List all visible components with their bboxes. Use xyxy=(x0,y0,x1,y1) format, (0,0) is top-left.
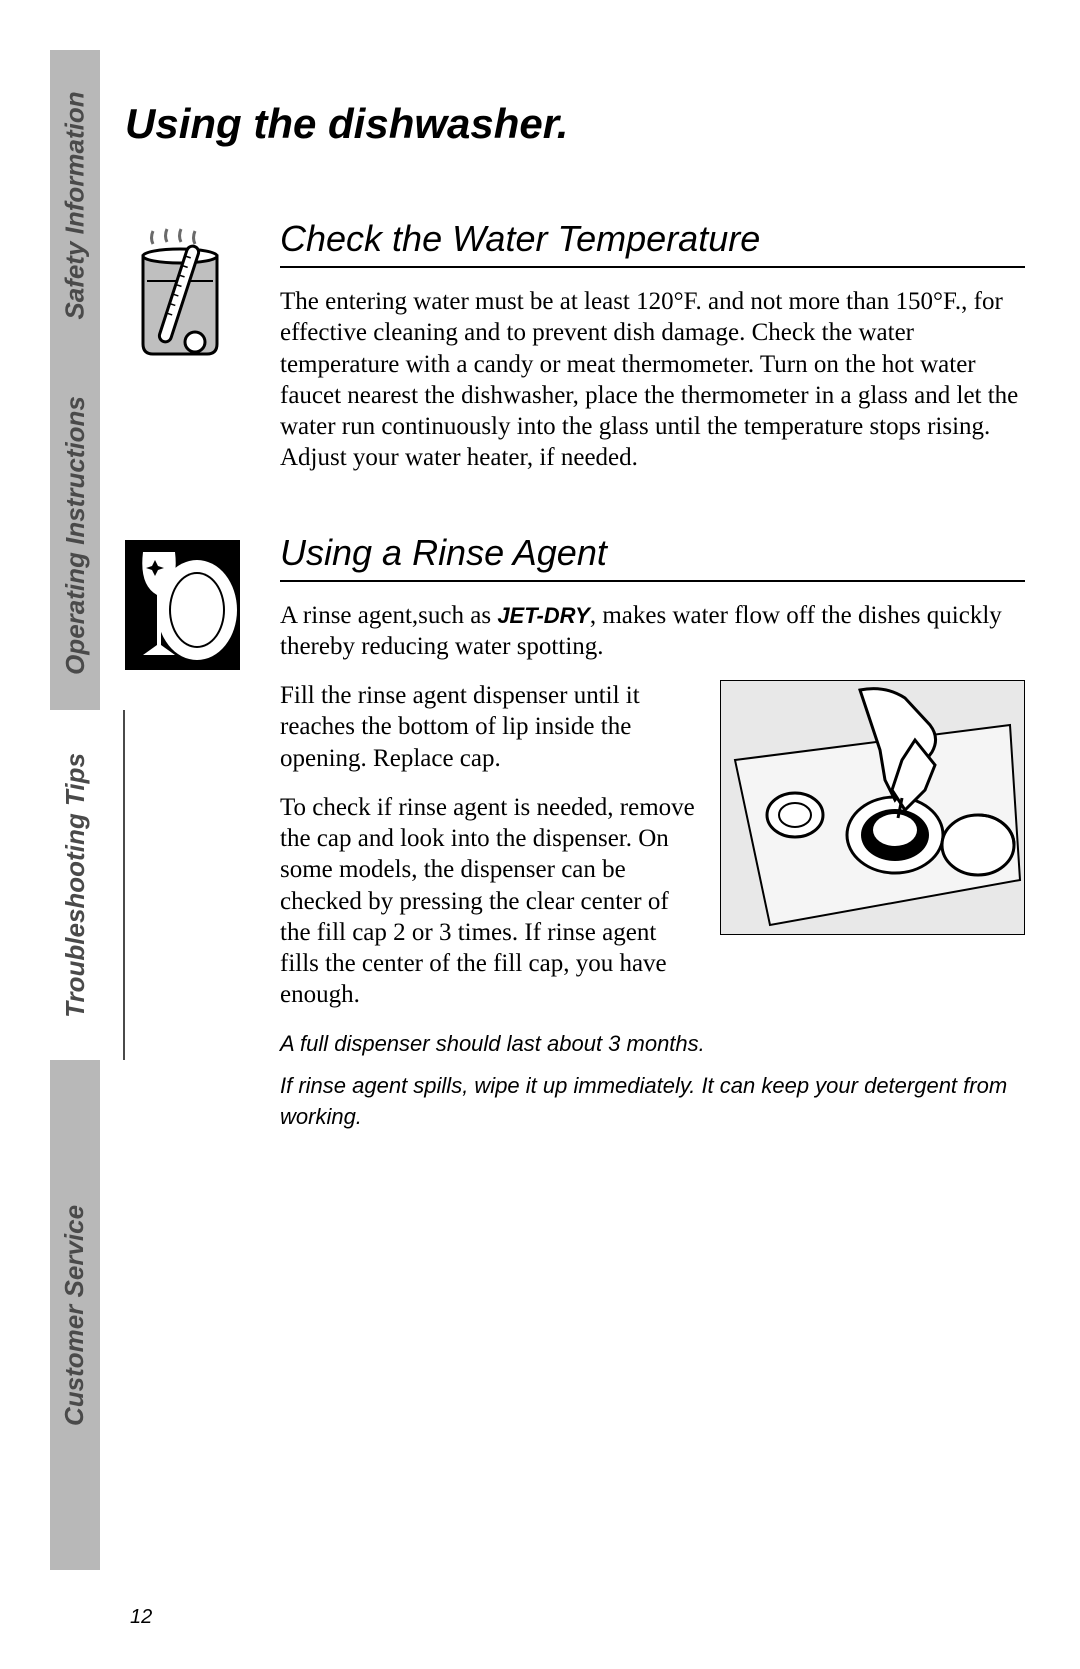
body-text: The entering water must be at least 120°… xyxy=(280,286,1025,474)
sidebar-tab-troubleshooting[interactable]: Troubleshooting Tips xyxy=(50,710,100,1060)
sidebar-label: Operating Instructions xyxy=(60,396,91,675)
section-rinse-agent: Using a Rinse Agent A rinse agent,such a… xyxy=(125,532,1025,681)
content-column: Check the Water Temperature The entering… xyxy=(280,218,1025,492)
paragraph: To check if rinse agent is needed, remov… xyxy=(280,792,700,1011)
thermometer-glass-icon xyxy=(125,226,240,356)
page-title: Using the dishwasher. xyxy=(125,100,1025,148)
sidebar-label: Customer Service xyxy=(60,1204,91,1425)
sidebar-tab-customer-service[interactable]: Customer Service xyxy=(50,1060,100,1570)
icon-column xyxy=(125,532,280,681)
section-water-temperature: Check the Water Temperature The entering… xyxy=(125,218,1025,492)
rinse-dispenser-illustration xyxy=(720,680,1025,935)
paragraph-intro: A rinse agent,such as JET-DRY, makes wat… xyxy=(280,600,1025,663)
text-before-brand: A rinse agent,such as xyxy=(280,602,497,629)
note: A full dispenser should last about 3 mon… xyxy=(280,1029,1025,1060)
rinse-continuation: Fill the rinse agent dispenser until it … xyxy=(280,680,1025,1133)
content-column: Using a Rinse Agent A rinse agent,such a… xyxy=(280,532,1025,681)
brand-name: JET-DRY xyxy=(497,603,590,628)
sidebar-tab-operating[interactable]: Operating Instructions xyxy=(50,360,100,710)
sidebar-tab-safety[interactable]: Safety Information xyxy=(50,50,100,360)
section-heading: Using a Rinse Agent xyxy=(280,532,1025,582)
main-content: Using the dishwasher. xyxy=(125,100,1025,1145)
sidebar-label: Troubleshooting Tips xyxy=(60,753,91,1018)
sidebar-nav: Safety Information Operating Instruction… xyxy=(50,50,100,1570)
body-text: A rinse agent,such as JET-DRY, makes wat… xyxy=(280,600,1025,663)
note: If rinse agent spills, wipe it up immedi… xyxy=(280,1071,1025,1133)
icon-column xyxy=(125,218,280,492)
wine-glass-plate-icon xyxy=(125,540,240,670)
section-heading: Check the Water Temperature xyxy=(280,218,1025,268)
rinse-layout: Fill the rinse agent dispenser until it … xyxy=(280,680,1025,1029)
paragraph: Fill the rinse agent dispenser until it … xyxy=(280,680,700,774)
sidebar-label: Safety Information xyxy=(60,91,91,319)
page-number: 12 xyxy=(130,1606,152,1629)
rinse-text: Fill the rinse agent dispenser until it … xyxy=(280,680,700,1029)
paragraph: The entering water must be at least 120°… xyxy=(280,286,1025,474)
